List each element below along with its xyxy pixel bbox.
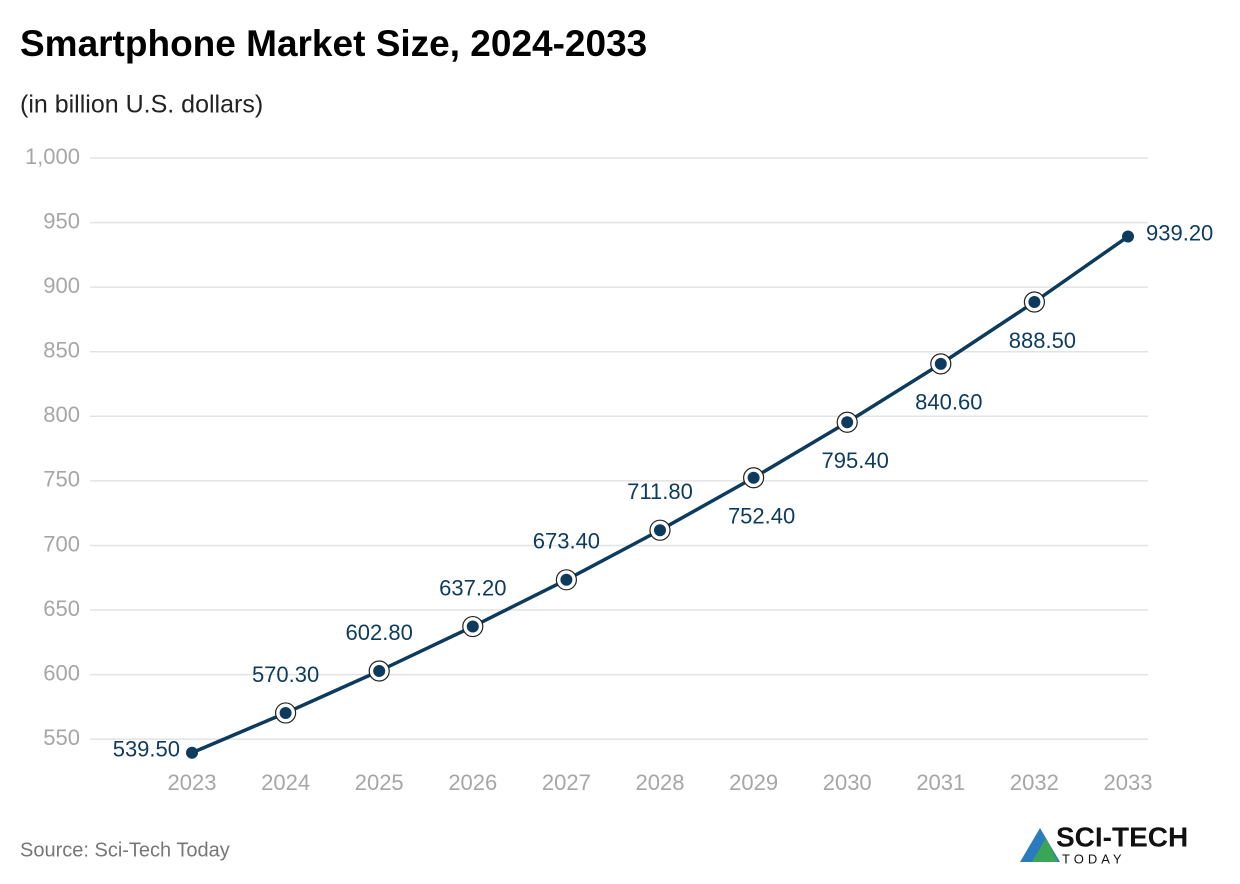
value-label: 570.30 [252,662,319,687]
y-tick-label: 600 [43,660,80,685]
y-tick-label: 550 [43,725,80,750]
value-label: 673.40 [533,529,600,554]
x-tick-label: 2027 [542,770,591,795]
marker [747,471,760,484]
marker [560,573,573,586]
x-tick-label: 2026 [448,770,497,795]
marker [373,664,386,677]
x-tick-label: 2030 [823,770,872,795]
value-label: 752.40 [728,504,795,529]
source: Source: Sci-Tech Today [20,839,230,861]
x-tick-label: 2031 [916,770,965,795]
logo-tagline: TODAY [1062,851,1126,866]
marker [1028,296,1041,309]
logo-icon [1032,838,1058,862]
x-tick-label: 2023 [168,770,217,795]
y-tick-label: 950 [43,208,80,233]
value-label: 637.20 [439,575,506,600]
x-tick-label: 2025 [355,770,404,795]
y-tick-label: 650 [43,596,80,621]
value-label: 939.20 [1146,220,1213,245]
y-tick-label: 900 [43,273,80,298]
y-tick-label: 800 [43,402,80,427]
marker [841,416,854,429]
x-tick-label: 2028 [636,770,685,795]
value-label: 711.80 [627,479,693,504]
x-tick-label: 2033 [1104,770,1153,795]
x-tick-label: 2024 [261,770,310,795]
y-tick-label: 700 [43,531,80,556]
y-tick-label: 1,000 [25,144,80,169]
y-tick-label: 850 [43,338,80,363]
y-tick-label: 750 [43,467,80,492]
chart-subtitle: (in billion U.S. dollars) [20,91,263,119]
marker [466,620,479,633]
marker [934,357,947,370]
value-label: 602.80 [346,620,413,645]
x-tick-label: 2032 [1010,770,1059,795]
marker [186,746,198,759]
value-label: 795.40 [822,448,889,473]
marker [654,524,666,537]
logo: SCI-TECH TODAY [1020,821,1188,866]
marker [1122,230,1134,243]
x-tick-label: 2029 [729,770,778,795]
chart-title: Smartphone Market Size, 2024-2033 [20,23,647,64]
marker [279,706,292,719]
logo-name: SCI-TECH [1056,821,1188,852]
value-label: 888.50 [1009,328,1076,353]
value-label: 539.50 [113,737,180,762]
value-label: 840.60 [915,390,982,415]
